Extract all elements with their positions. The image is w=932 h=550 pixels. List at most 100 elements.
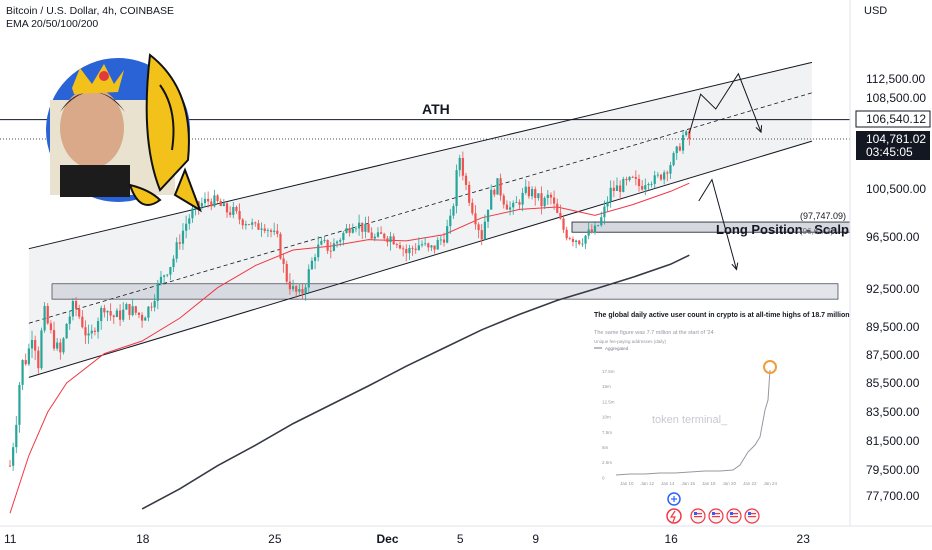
y-tick-label: 108,500.00 xyxy=(866,91,926,105)
candle-body xyxy=(282,258,285,265)
candle-body xyxy=(147,306,150,318)
ath-price-label: 106,540.12 xyxy=(866,112,926,126)
y-tick-label: 79,500.00 xyxy=(866,463,920,477)
candle-body xyxy=(593,225,597,233)
candle-body xyxy=(414,248,417,250)
y-tick-label: 96,500.00 xyxy=(866,230,920,244)
candle-body xyxy=(140,314,144,321)
candle-body xyxy=(647,183,650,186)
y-tick-label: 89,500.00 xyxy=(866,320,920,334)
projection-up-path[interactable] xyxy=(688,72,762,134)
candle-body xyxy=(603,206,606,218)
candle-body xyxy=(578,240,581,245)
candle-body xyxy=(122,309,125,320)
candle-body xyxy=(380,232,383,234)
channel-upper-line[interactable] xyxy=(28,61,813,250)
us-flag-canton xyxy=(748,512,751,515)
candle-body xyxy=(235,207,238,212)
candle-body xyxy=(549,194,553,198)
channel-lower-line[interactable] xyxy=(28,140,813,378)
inset-y-tick: 15m xyxy=(602,384,611,389)
toolbar-icons[interactable] xyxy=(666,492,760,524)
candle-body xyxy=(405,248,408,254)
ema-slow-line xyxy=(141,254,690,510)
indicator-label[interactable]: EMA 20/50/100/200 xyxy=(6,18,99,30)
inset-x-tick: Jan 16 xyxy=(682,481,696,486)
x-tick-label: 25 xyxy=(268,532,282,546)
candle-body xyxy=(169,267,172,275)
candle-body xyxy=(389,236,392,243)
x-tick-label: 18 xyxy=(136,532,150,546)
candle-body xyxy=(307,269,310,288)
candle-body xyxy=(411,247,414,249)
channel-mid-line[interactable] xyxy=(28,92,813,324)
projection-down-path[interactable] xyxy=(698,178,737,270)
candle-body xyxy=(537,193,540,199)
candle-body xyxy=(313,257,317,261)
candle-body xyxy=(49,323,52,331)
candle-body xyxy=(229,212,232,215)
candle-body xyxy=(433,245,436,250)
inset-peak-marker xyxy=(763,360,777,374)
candle-body xyxy=(203,198,207,204)
candle-body xyxy=(263,228,266,231)
candle-body xyxy=(301,289,304,294)
candle-body xyxy=(364,223,367,232)
candle-body xyxy=(515,202,518,203)
inset-y-tick: 10m xyxy=(602,415,611,420)
candle-body xyxy=(40,330,43,369)
y-tick-label: 87,500.00 xyxy=(866,348,920,362)
us-flag-stripe xyxy=(730,516,738,518)
candle-body xyxy=(568,238,571,239)
candle-body xyxy=(367,223,370,233)
plus-icon xyxy=(667,492,681,506)
candle-body xyxy=(449,215,452,227)
inset-legend-heading: Unique fee-paying addresses (daily) xyxy=(594,339,667,344)
candle-body xyxy=(247,224,251,225)
us-flag-stripe xyxy=(712,516,720,518)
candle-body xyxy=(106,311,109,313)
rocket-illustration xyxy=(46,53,202,213)
inset-x-tick: Jan 14 xyxy=(661,481,675,486)
countdown-label: 03:45:05 xyxy=(866,145,913,159)
candle-body xyxy=(634,176,637,179)
support-zone[interactable] xyxy=(51,283,839,300)
currency-label[interactable]: USD xyxy=(864,5,888,17)
candle-body xyxy=(207,198,210,202)
us-flag-stripe xyxy=(730,513,738,515)
candle-body xyxy=(644,185,647,190)
candle-body xyxy=(361,222,364,232)
candle-body xyxy=(298,289,301,292)
candle-body xyxy=(505,204,509,210)
candle-body xyxy=(112,315,115,317)
candle-body xyxy=(483,221,486,240)
candle-body xyxy=(342,232,345,241)
candle-body xyxy=(681,135,685,151)
candle-body xyxy=(619,185,622,192)
candle-body xyxy=(351,228,354,233)
candle-body xyxy=(424,243,427,245)
x-tick-label: 16 xyxy=(664,532,678,546)
candle-body xyxy=(669,165,672,174)
candle-body xyxy=(565,229,568,239)
projection-down-arrowhead xyxy=(731,262,739,271)
candle-body xyxy=(499,178,502,196)
candle-body xyxy=(659,174,663,180)
inset-user-count-line xyxy=(615,369,771,476)
candle-body xyxy=(332,243,336,251)
candle-body xyxy=(540,193,543,207)
candle-body xyxy=(65,323,68,339)
inset-x-tick: Jan 12 xyxy=(641,481,655,486)
x-tick-label: 5 xyxy=(457,532,464,546)
candle-body xyxy=(436,240,439,250)
candle-body xyxy=(159,276,163,283)
candle-body xyxy=(383,233,386,239)
candle-body xyxy=(74,301,78,309)
candle-body xyxy=(96,321,100,332)
candle-body xyxy=(244,224,247,226)
candle-body xyxy=(153,300,156,308)
candle-body xyxy=(8,465,12,467)
candle-body xyxy=(562,218,565,230)
candle-body xyxy=(81,316,84,328)
